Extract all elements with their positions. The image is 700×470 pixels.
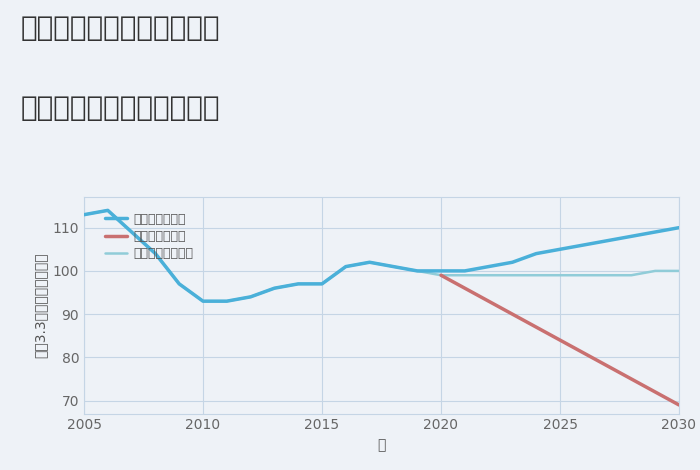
グッドシナリオ [627, 234, 636, 239]
ノーマルシナリオ [675, 268, 683, 274]
ノーマルシナリオ [199, 298, 207, 304]
グッドシナリオ [365, 259, 374, 265]
X-axis label: 年: 年 [377, 438, 386, 452]
バッドシナリオ [651, 389, 659, 395]
グッドシナリオ [651, 229, 659, 235]
Line: グッドシナリオ: グッドシナリオ [84, 211, 679, 301]
ノーマルシナリオ [246, 294, 255, 300]
バッドシナリオ [675, 402, 683, 408]
ノーマルシナリオ [365, 259, 374, 265]
グッドシナリオ [603, 238, 612, 243]
ノーマルシナリオ [556, 273, 564, 278]
ノーマルシナリオ [389, 264, 398, 269]
ノーマルシナリオ [127, 229, 136, 235]
ノーマルシナリオ [627, 273, 636, 278]
ノーマルシナリオ [80, 212, 88, 218]
ノーマルシナリオ [484, 273, 493, 278]
ノーマルシナリオ [270, 285, 279, 291]
グッドシナリオ [532, 251, 540, 257]
ノーマルシナリオ [342, 264, 350, 269]
バッドシナリオ [603, 363, 612, 369]
ノーマルシナリオ [318, 281, 326, 287]
グッドシナリオ [294, 281, 302, 287]
ノーマルシナリオ [175, 281, 183, 287]
バッドシナリオ [556, 337, 564, 343]
グッドシナリオ [508, 259, 517, 265]
グッドシナリオ [127, 229, 136, 235]
バッドシナリオ [484, 298, 493, 304]
グッドシナリオ [223, 298, 231, 304]
グッドシナリオ [389, 264, 398, 269]
バッドシナリオ [461, 285, 469, 291]
グッドシナリオ [151, 251, 160, 257]
グッドシナリオ [580, 242, 588, 248]
グッドシナリオ [342, 264, 350, 269]
グッドシナリオ [104, 208, 112, 213]
グッドシナリオ [461, 268, 469, 274]
グッドシナリオ [199, 298, 207, 304]
ノーマルシナリオ [532, 273, 540, 278]
グッドシナリオ [556, 246, 564, 252]
ノーマルシナリオ [580, 273, 588, 278]
バッドシナリオ [580, 350, 588, 356]
グッドシナリオ [175, 281, 183, 287]
ノーマルシナリオ [461, 273, 469, 278]
ノーマルシナリオ [651, 268, 659, 274]
Y-axis label: 坪（3.3㎡）単価（万円）: 坪（3.3㎡）単価（万円） [33, 253, 47, 358]
ノーマルシナリオ [603, 273, 612, 278]
バッドシナリオ [532, 324, 540, 330]
グッドシナリオ [675, 225, 683, 230]
Legend: グッドシナリオ, バッドシナリオ, ノーマルシナリオ: グッドシナリオ, バッドシナリオ, ノーマルシナリオ [102, 210, 196, 263]
グッドシナリオ [246, 294, 255, 300]
ノーマルシナリオ [223, 298, 231, 304]
バッドシナリオ [508, 311, 517, 317]
ノーマルシナリオ [413, 268, 421, 274]
グッドシナリオ [413, 268, 421, 274]
グッドシナリオ [318, 281, 326, 287]
Line: バッドシナリオ: バッドシナリオ [441, 275, 679, 405]
ノーマルシナリオ [104, 208, 112, 213]
Text: 中古マンションの価格推移: 中古マンションの価格推移 [21, 94, 221, 122]
ノーマルシナリオ [508, 273, 517, 278]
グッドシナリオ [80, 212, 88, 218]
グッドシナリオ [270, 285, 279, 291]
ノーマルシナリオ [437, 273, 445, 278]
グッドシナリオ [437, 268, 445, 274]
バッドシナリオ [627, 376, 636, 382]
グッドシナリオ [484, 264, 493, 269]
ノーマルシナリオ [151, 251, 160, 257]
ノーマルシナリオ [294, 281, 302, 287]
バッドシナリオ [437, 273, 445, 278]
Text: 三重県桑名市長島町中川の: 三重県桑名市長島町中川の [21, 14, 221, 42]
Line: ノーマルシナリオ: ノーマルシナリオ [84, 211, 679, 301]
